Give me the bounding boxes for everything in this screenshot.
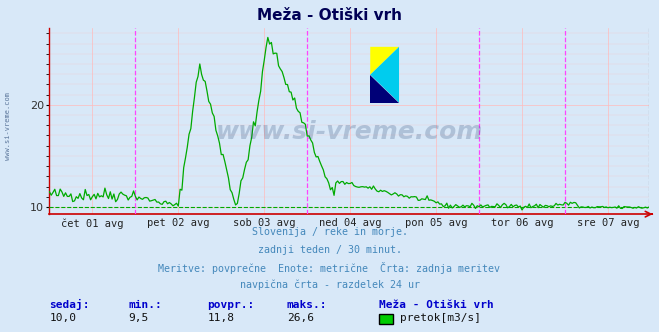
- Text: povpr.:: povpr.:: [208, 300, 255, 310]
- Text: www.si-vreme.com: www.si-vreme.com: [5, 92, 11, 160]
- Text: sedaj:: sedaj:: [49, 299, 90, 310]
- Text: maks.:: maks.:: [287, 300, 327, 310]
- Text: min.:: min.:: [129, 300, 162, 310]
- Text: Meža - Otiški vrh: Meža - Otiški vrh: [257, 8, 402, 23]
- Text: Meritve: povprečne  Enote: metrične  Črta: zadnja meritev: Meritve: povprečne Enote: metrične Črta:…: [159, 262, 500, 274]
- Text: 11,8: 11,8: [208, 313, 235, 323]
- Text: 26,6: 26,6: [287, 313, 314, 323]
- Text: navpična črta - razdelek 24 ur: navpična črta - razdelek 24 ur: [239, 279, 420, 290]
- Text: pretok[m3/s]: pretok[m3/s]: [400, 313, 481, 323]
- Text: 10,0: 10,0: [49, 313, 76, 323]
- Text: zadnji teden / 30 minut.: zadnji teden / 30 minut.: [258, 245, 401, 255]
- Text: www.si-vreme.com: www.si-vreme.com: [215, 120, 483, 144]
- Text: Slovenija / reke in morje.: Slovenija / reke in morje.: [252, 227, 407, 237]
- Polygon shape: [370, 47, 399, 75]
- Polygon shape: [370, 47, 399, 103]
- Text: 9,5: 9,5: [129, 313, 149, 323]
- Polygon shape: [370, 75, 399, 103]
- Text: Meža - Otiški vrh: Meža - Otiški vrh: [379, 300, 494, 310]
